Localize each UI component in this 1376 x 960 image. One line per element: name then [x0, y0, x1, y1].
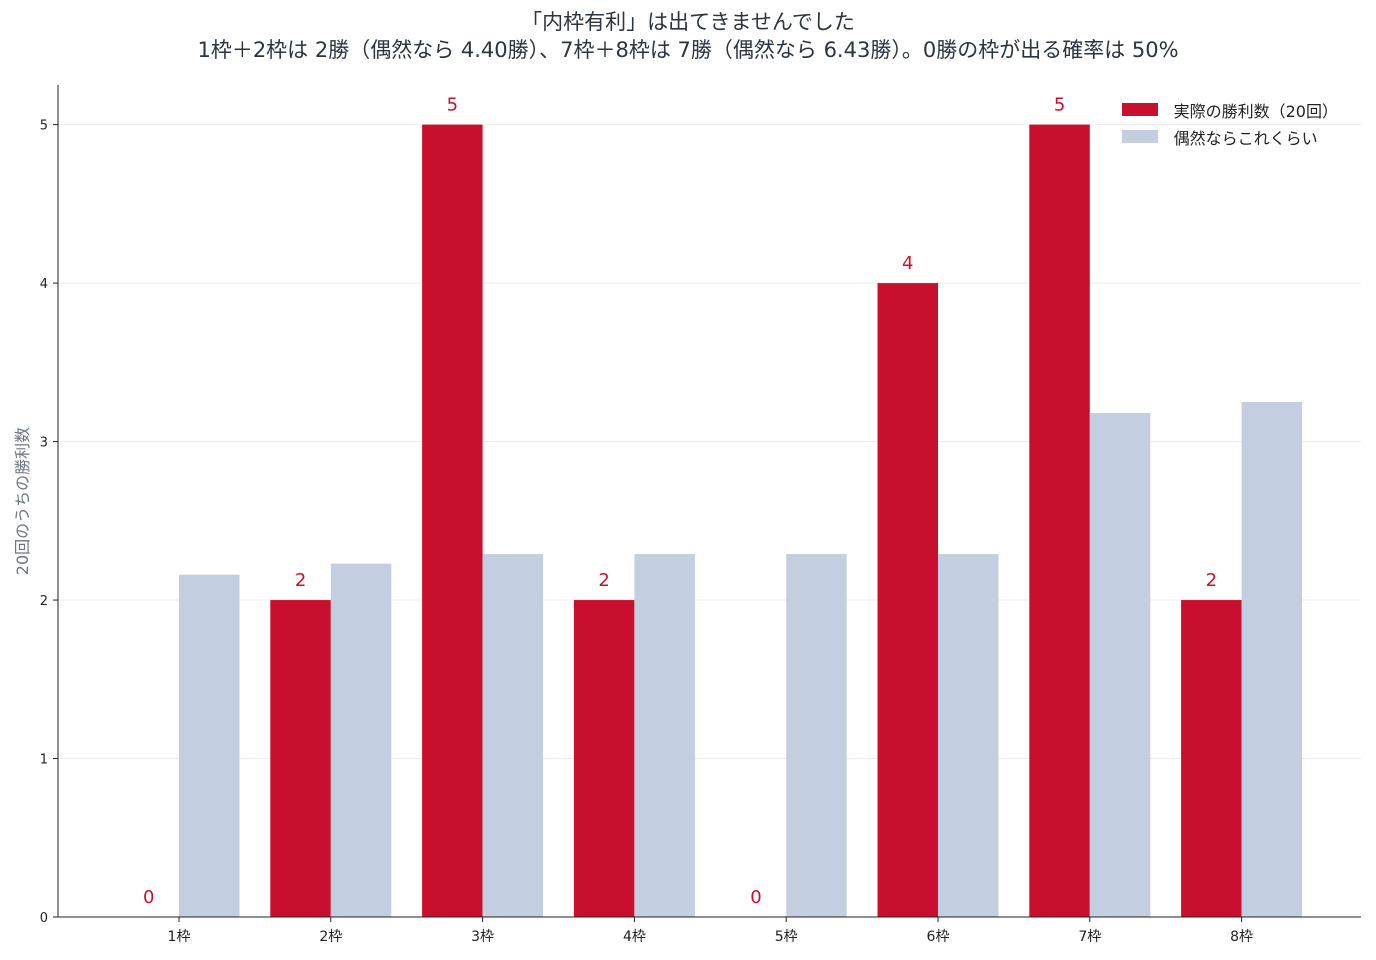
- legend-label-expected: 偶然ならこれくらい: [1173, 128, 1318, 148]
- legend-label-actual: 実際の勝利数（20回）: [1173, 101, 1338, 121]
- y-tick-label: 5: [40, 119, 48, 134]
- y-axis-label: 20回のうちの勝利数: [13, 427, 32, 575]
- x-tick-label: 8枠: [1230, 929, 1253, 945]
- bar-actual: [877, 283, 938, 918]
- data-label-actual: 2: [598, 570, 609, 591]
- bar-expected: [1089, 413, 1151, 917]
- data-labels: 0 2 5 2 0 4 5 2: [143, 95, 1217, 908]
- legend-item-expected: 偶然ならこれくらい: [1121, 123, 1338, 150]
- legend-swatch-expected: [1121, 130, 1158, 143]
- bar-actual: [422, 124, 483, 918]
- data-label-actual: 5: [1054, 95, 1065, 116]
- axes: 0 1 2 3 4 5 1枠 2枠 3枠 4枠 5枠 6枠 7枠 8枠: [40, 85, 1361, 945]
- bar-expected: [482, 554, 544, 917]
- x-tick-label: 6枠: [927, 929, 950, 945]
- y-tick-label: 0: [40, 911, 48, 926]
- chart-title-block: 「内枠有利」は出てきませんでした 1枠＋2枠は 2勝（偶然なら 4.40勝）、7…: [0, 8, 1376, 64]
- x-tick-label: 4枠: [623, 929, 646, 945]
- legend: 実際の勝利数（20回） 偶然ならこれくらい: [1121, 96, 1338, 150]
- x-tick-label: 5枠: [775, 929, 798, 945]
- data-label-actual: 5: [447, 95, 458, 116]
- bars: [179, 124, 1303, 918]
- chart-title: 「内枠有利」は出てきませんでした: [521, 10, 855, 34]
- gridlines: [58, 124, 1361, 760]
- chart-subtitle: 1枠＋2枠は 2勝（偶然なら 4.40勝）、7枠＋8枠は 7勝（偶然なら 6.4…: [197, 38, 1179, 62]
- data-label-actual: 2: [295, 570, 306, 591]
- bar-expected: [786, 554, 847, 917]
- y-tick-label: 2: [40, 594, 48, 609]
- bar-expected: [179, 574, 240, 917]
- bar-actual: [1181, 600, 1242, 917]
- x-tick-label: 7枠: [1078, 929, 1101, 945]
- bar-expected: [634, 554, 695, 917]
- legend-swatch-actual: [1121, 103, 1158, 116]
- bar-actual: [270, 600, 331, 917]
- bar-expected: [938, 554, 999, 917]
- data-label-actual: 4: [902, 253, 913, 274]
- x-tick-label: 2枠: [319, 929, 342, 945]
- bar-actual: [1029, 124, 1090, 918]
- bar-actual: [573, 600, 635, 917]
- bar-expected: [330, 563, 392, 917]
- x-tick-label: 1枠: [168, 929, 191, 945]
- data-label-actual: 0: [143, 887, 154, 908]
- y-tick-label: 3: [40, 436, 48, 451]
- x-tick-label: 3枠: [471, 929, 494, 945]
- y-tick-label: 1: [40, 753, 48, 768]
- data-label-actual: 0: [750, 887, 761, 908]
- legend-item-actual: 実際の勝利数（20回）: [1121, 96, 1338, 123]
- data-label-actual: 2: [1206, 570, 1217, 591]
- y-tick-label: 4: [40, 277, 48, 292]
- bar-expected: [1241, 401, 1303, 917]
